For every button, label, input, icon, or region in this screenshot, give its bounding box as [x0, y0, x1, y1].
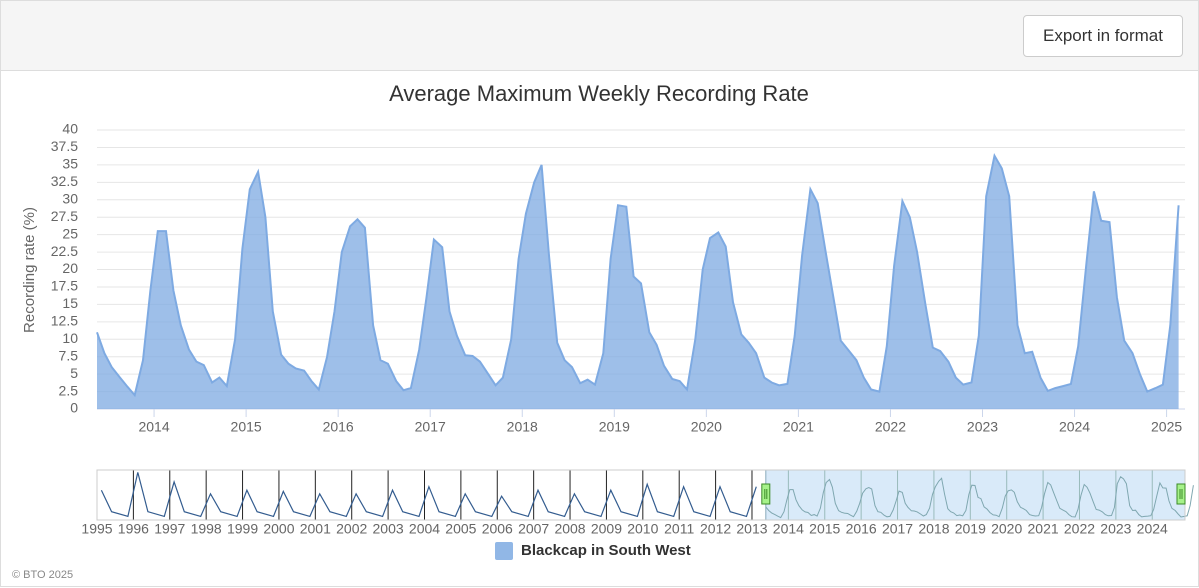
navigator-tick-label: 2020 — [991, 521, 1022, 537]
y-tick-label: 30 — [62, 190, 78, 206]
x-tick-label: 2016 — [323, 419, 354, 435]
navigator-tick-label: 2022 — [1064, 521, 1095, 537]
y-tick-label: 35 — [62, 156, 78, 172]
navigator-tick-label: 2024 — [1137, 521, 1168, 537]
area — [97, 155, 1179, 409]
x-tick-label: 2020 — [691, 419, 722, 435]
navigator-tick-label: 1995 — [81, 521, 112, 537]
credit: © BTO 2025 — [12, 569, 73, 581]
area-line — [96, 153, 1180, 398]
y-tick-label: 0 — [70, 400, 78, 416]
x-tick-label: 2018 — [507, 419, 538, 435]
navigator-tick-label: 2002 — [336, 521, 367, 537]
y-tick-label: 10 — [62, 330, 78, 346]
y-tick-label: 22.5 — [51, 243, 78, 259]
y-tick-label: 2.5 — [59, 382, 79, 398]
navigator-tick-label: 1996 — [118, 521, 149, 537]
navigator-tick-label: 2003 — [373, 521, 404, 537]
x-tick-label: 2024 — [1059, 419, 1090, 435]
navigator-tick-label: 2000 — [263, 521, 294, 537]
toolbar: Export in format — [0, 0, 1199, 71]
y-tick-label: 27.5 — [51, 208, 78, 224]
x-tick-label: 2017 — [415, 419, 446, 435]
navigator-tick-label: 2019 — [955, 521, 986, 537]
x-tick-label: 2015 — [231, 419, 262, 435]
x-tick-label: 2022 — [875, 419, 906, 435]
x-tick-label: 2014 — [138, 419, 169, 435]
navigator-series-line — [765, 476, 1194, 519]
navigator-tick-label: 2011 — [664, 521, 694, 537]
y-tick-label: 5 — [70, 365, 78, 381]
x-tick-label: 2023 — [967, 419, 998, 435]
navigator-tick-label: 2001 — [300, 521, 331, 537]
y-tick-label: 7.5 — [59, 347, 79, 363]
y-tick-label: 15 — [62, 295, 78, 311]
navigator-tick-label: 2018 — [918, 521, 949, 537]
navigator-tick-label: 2009 — [591, 521, 622, 537]
navigator-tick-label: 1997 — [154, 521, 185, 537]
legend-label: Blackcap in South West — [521, 542, 691, 559]
chart-title: Average Maximum Weekly Recording Rate — [389, 81, 809, 106]
navigator-tick-label: 1998 — [191, 521, 222, 537]
navigator-tick-label: 2008 — [554, 521, 585, 537]
y-tick-label: 25 — [62, 225, 78, 241]
y-tick-label: 32.5 — [51, 173, 78, 189]
navigator-tick-label: 2006 — [482, 521, 513, 537]
y-tick-label: 12.5 — [51, 313, 78, 329]
navigator-tick-label: 2014 — [773, 521, 804, 537]
handle-body — [1176, 483, 1186, 505]
navigator-tick-label: 1999 — [227, 521, 258, 537]
navigator-tick-label: 2017 — [882, 521, 913, 537]
x-tick-label: 2021 — [783, 419, 814, 435]
y-tick-label: 17.5 — [51, 278, 78, 294]
navigator-tick-label: 2015 — [809, 521, 840, 537]
export-button[interactable]: Export in format — [1023, 15, 1183, 57]
x-tick-label: 2025 — [1151, 419, 1182, 435]
navigator-handle[interactable] — [1176, 483, 1186, 505]
navigator-tick-label: 2016 — [846, 521, 877, 537]
navigator-tick-label: 2021 — [1028, 521, 1059, 537]
navigator-tick-label: 2023 — [1100, 521, 1131, 537]
navigator-tick-label: 2010 — [627, 521, 658, 537]
y-tick-label: 40 — [62, 121, 78, 137]
navigator-tick-label: 2007 — [518, 521, 549, 537]
navigator-line — [100, 472, 757, 518]
navigator-tick-label: 2013 — [736, 521, 767, 537]
x-tick-label: 2019 — [599, 419, 630, 435]
y-tick-label: 20 — [62, 260, 78, 276]
y-axis-label: Recording rate (%) — [21, 207, 38, 333]
handle-body — [761, 483, 771, 505]
navigator-tick-label: 2005 — [445, 521, 476, 537]
navigator-selection — [765, 469, 1186, 521]
navigator-handle[interactable] — [761, 483, 771, 505]
legend-swatch — [495, 542, 513, 560]
y-tick-label: 37.5 — [51, 138, 78, 154]
navigator-tick-label: 2012 — [700, 521, 731, 537]
navigator-tick-label: 2004 — [409, 521, 440, 537]
